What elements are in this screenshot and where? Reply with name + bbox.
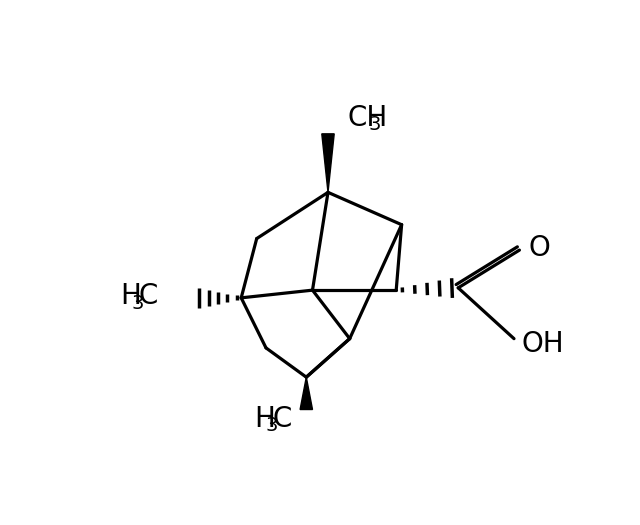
Text: C: C	[273, 405, 292, 433]
Text: H: H	[120, 282, 141, 310]
Polygon shape	[322, 134, 334, 192]
Text: 3: 3	[368, 115, 381, 134]
Text: CH: CH	[348, 104, 388, 132]
Polygon shape	[300, 377, 312, 410]
Text: O: O	[529, 234, 550, 262]
Text: 3: 3	[131, 294, 143, 313]
Text: 3: 3	[265, 416, 278, 435]
Text: OH: OH	[522, 330, 564, 358]
Text: H: H	[254, 405, 275, 433]
Text: C: C	[139, 282, 158, 310]
